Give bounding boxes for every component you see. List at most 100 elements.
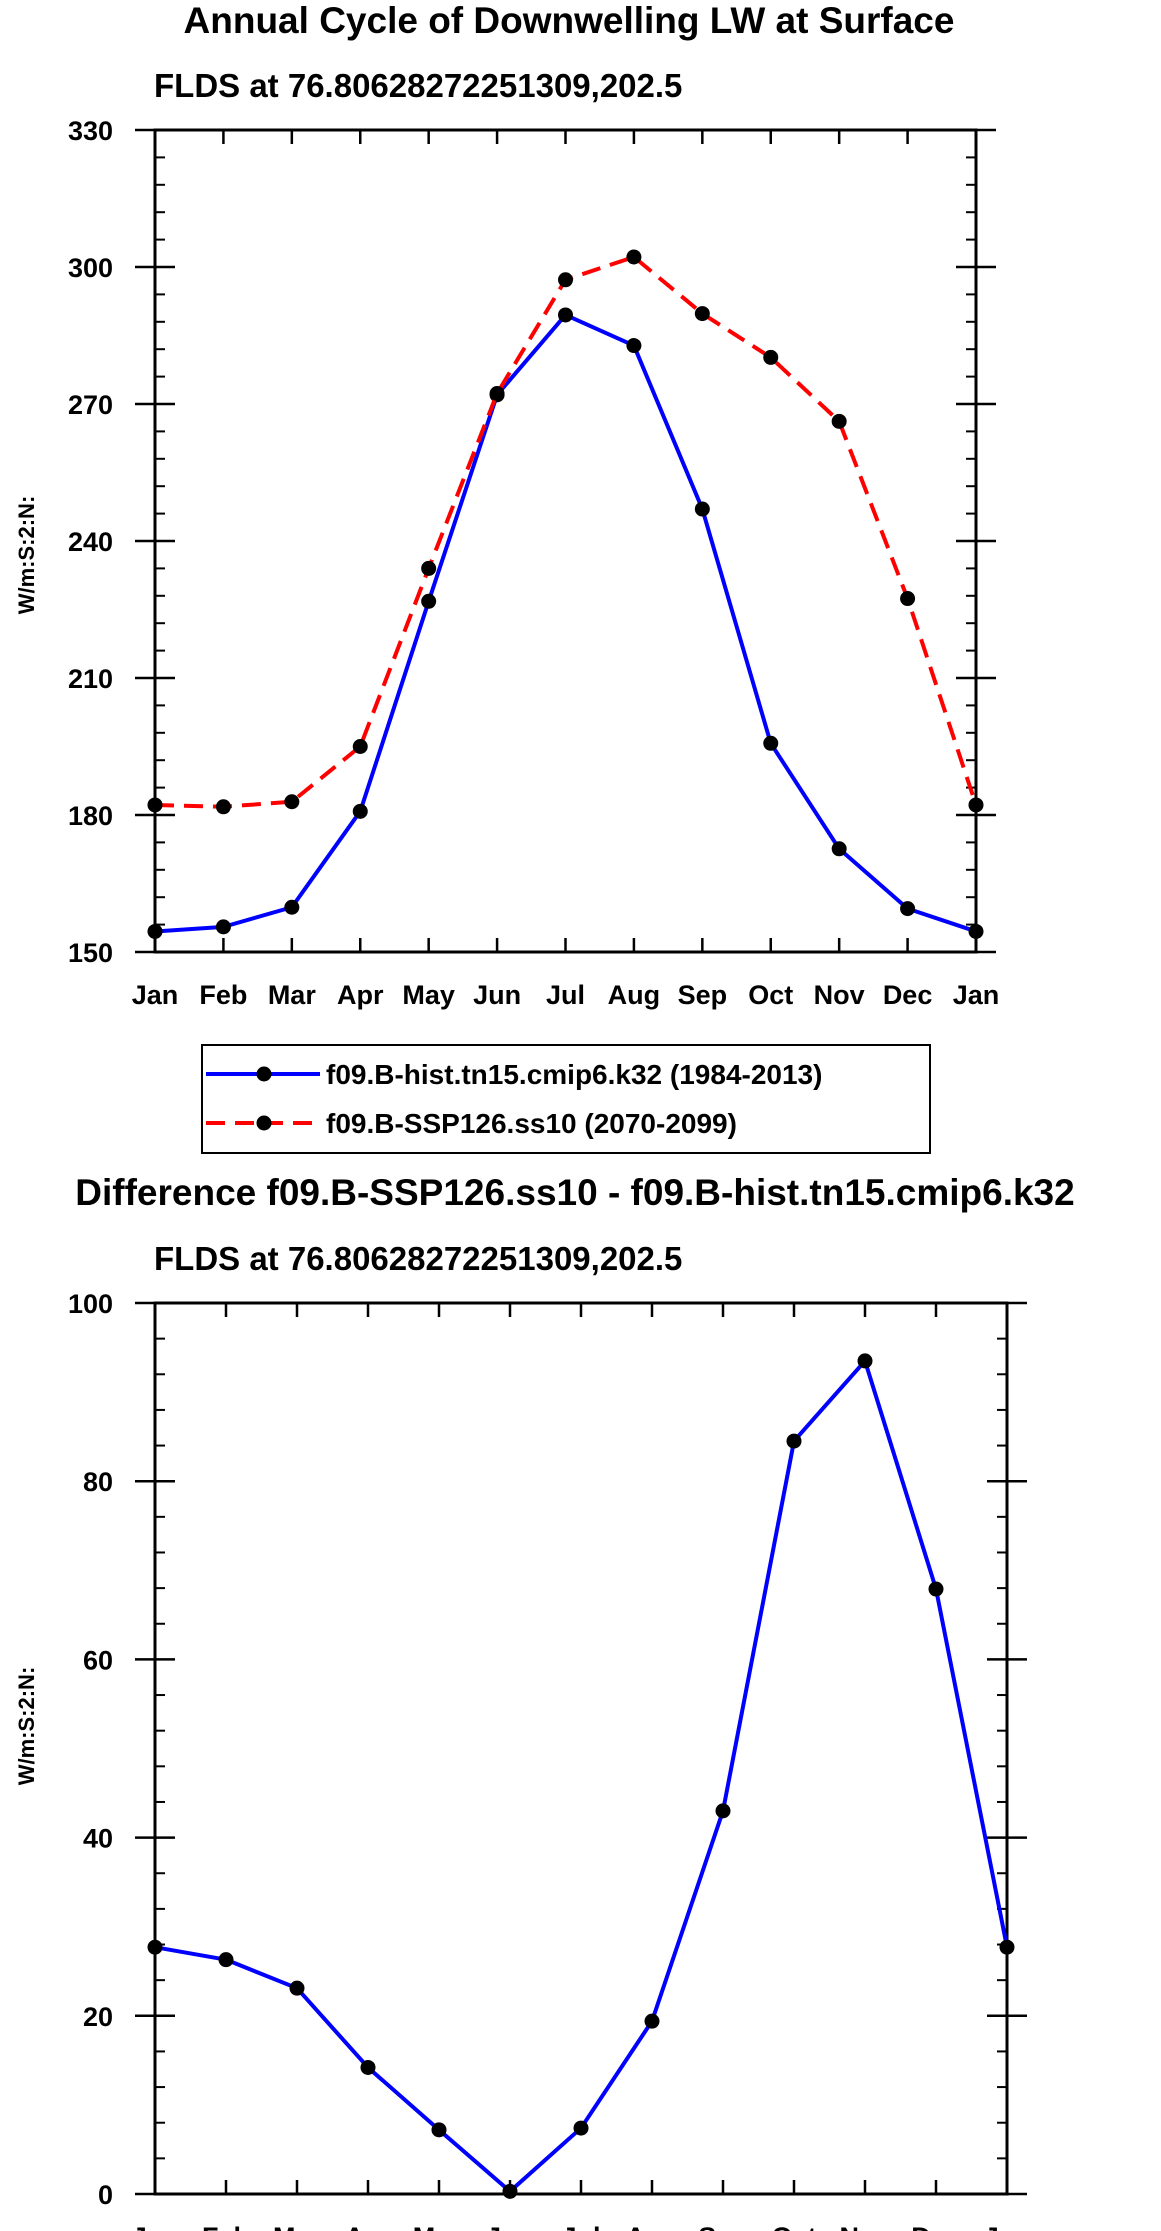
data-point <box>431 2122 447 2138</box>
y-tick-label: 100 <box>68 1289 113 1319</box>
data-point <box>968 797 984 813</box>
x-tick-label: Feb <box>202 2222 250 2231</box>
top-chart-ticks <box>135 128 996 954</box>
y-tick-label: 20 <box>83 2002 113 2032</box>
x-tick-label: Nov <box>839 2222 890 2231</box>
legend-marker-hist <box>256 1066 272 1082</box>
data-point <box>831 841 847 857</box>
bottom-chart-ticks <box>135 1301 1027 2196</box>
legend-label-ssp: f09.B-SSP126.ss10 (2070-2099) <box>326 1108 737 1139</box>
data-point <box>284 794 300 810</box>
data-point <box>284 899 300 915</box>
data-point <box>857 1353 873 1369</box>
x-tick-label: May <box>402 980 455 1010</box>
data-point <box>715 1803 731 1819</box>
y-tick-label: 300 <box>68 253 113 283</box>
data-point <box>360 2059 376 2075</box>
data-point <box>626 338 642 354</box>
data-point <box>147 1939 163 1955</box>
data-point <box>786 1433 802 1449</box>
data-point <box>763 349 779 365</box>
y-tick-label: 240 <box>68 527 113 557</box>
top-chart-series <box>147 249 984 939</box>
data-point <box>147 923 163 939</box>
x-tick-label: Jul <box>561 2222 600 2231</box>
top-chart: Annual Cycle of Downwelling LW at Surfac… <box>14 0 1000 1154</box>
x-tick-label: Jun <box>486 2222 534 2231</box>
legend-entry-ssp: f09.B-SSP126.ss10 (2070-2099) <box>206 1108 737 1139</box>
x-tick-label: Feb <box>199 980 247 1010</box>
data-point <box>421 593 437 609</box>
x-tick-label: Oct <box>748 980 793 1010</box>
bottom-plot-frame <box>153 1301 1009 2196</box>
x-tick-label: Dec <box>883 980 933 1010</box>
x-tick-label: Apr <box>337 980 384 1010</box>
y-tick-label: 270 <box>68 390 113 420</box>
x-tick-label: Aug <box>626 2222 678 2231</box>
data-point <box>968 923 984 939</box>
x-tick-label: Jan <box>953 980 1000 1010</box>
x-tick-label: Jan <box>984 2222 1031 2231</box>
x-tick-label: Apr <box>345 2222 392 2231</box>
x-tick-label: Sep <box>698 2222 748 2231</box>
bottom-chart-subtitle: FLDS at 76.80628272251309,202.5 <box>154 1240 682 1277</box>
data-point <box>421 560 437 576</box>
x-tick-label: Jan <box>132 2222 179 2231</box>
top-chart-title: Annual Cycle of Downwelling LW at Surfac… <box>184 0 955 41</box>
x-tick-label: Dec <box>911 2222 961 2231</box>
data-point <box>900 591 916 607</box>
data-point <box>218 1952 234 1968</box>
x-tick-label: Mar <box>273 2222 322 2231</box>
top-plot-frame <box>153 128 978 954</box>
data-point <box>352 739 368 754</box>
data-point <box>215 919 231 935</box>
data-point <box>928 1581 944 1597</box>
x-tick-label: May <box>413 2222 466 2231</box>
data-point <box>147 797 163 813</box>
legend: f09.B-hist.tn15.cmip6.k32 (1984-2013) f0… <box>201 1044 931 1154</box>
y-tick-label: 150 <box>68 938 113 968</box>
data-point <box>626 249 642 265</box>
bottom-chart-title: Difference f09.B-SSP126.ss10 - f09.B-his… <box>75 1172 1074 1213</box>
data-point <box>489 385 505 401</box>
data-point <box>694 306 710 322</box>
data-point <box>558 272 573 288</box>
bottom-chart-x-tick-labels: Jan Feb Mar Apr May Jun Jul Aug Sep Oct Nov Dec Jan <box>132 2222 1031 2231</box>
x-tick-label: Oct <box>771 2222 816 2231</box>
data-point <box>573 2120 589 2136</box>
y-tick-label: 80 <box>83 1467 113 1497</box>
bottom-chart-y-tick-labels: 0 20 40 60 80 100 <box>68 1289 113 2210</box>
data-point <box>289 1980 305 1996</box>
bottom-chart-ylabel: W/m:S:2:N: <box>14 1667 39 1786</box>
y-tick-label: 60 <box>83 1645 113 1675</box>
y-tick-label: 330 <box>68 116 113 146</box>
data-point <box>763 735 779 751</box>
x-tick-label: Jul <box>546 980 585 1010</box>
legend-box <box>201 1044 931 1154</box>
data-point <box>352 803 368 819</box>
top-chart-y-tick-labels: 150 180 210 240 270 300 330 <box>68 116 113 968</box>
top-chart-subtitle: FLDS at 76.80628272251309,202.5 <box>154 67 682 104</box>
data-point <box>502 2183 518 2199</box>
x-tick-label: Aug <box>608 980 660 1010</box>
top-chart-x-tick-labels: Jan Feb Mar Apr May Jun Jul Aug Sep Oct Nov Dec Jan <box>132 980 1000 1010</box>
data-point <box>644 2013 660 2029</box>
y-tick-label: 210 <box>68 664 113 694</box>
x-tick-label: Sep <box>678 980 728 1010</box>
bottom-chart-series <box>147 1353 1015 2199</box>
data-point <box>831 413 847 429</box>
y-tick-label: 0 <box>98 2180 113 2210</box>
bottom-chart: Difference f09.B-SSP126.ss10 - f09.B-his… <box>14 1172 1075 2231</box>
x-tick-label: Nov <box>814 980 865 1010</box>
legend-label-hist: f09.B-hist.tn15.cmip6.k32 (1984-2013) <box>326 1059 822 1090</box>
series-line-1 <box>154 254 978 809</box>
data-point <box>215 799 231 815</box>
data-point <box>900 901 916 917</box>
x-tick-label: Jan <box>132 980 179 1010</box>
x-tick-label: Mar <box>268 980 317 1010</box>
data-point <box>999 1939 1015 1955</box>
data-point <box>694 501 710 517</box>
top-chart-ylabel: W/m:S:2:N: <box>14 496 39 615</box>
y-tick-label: 40 <box>83 1824 113 1854</box>
